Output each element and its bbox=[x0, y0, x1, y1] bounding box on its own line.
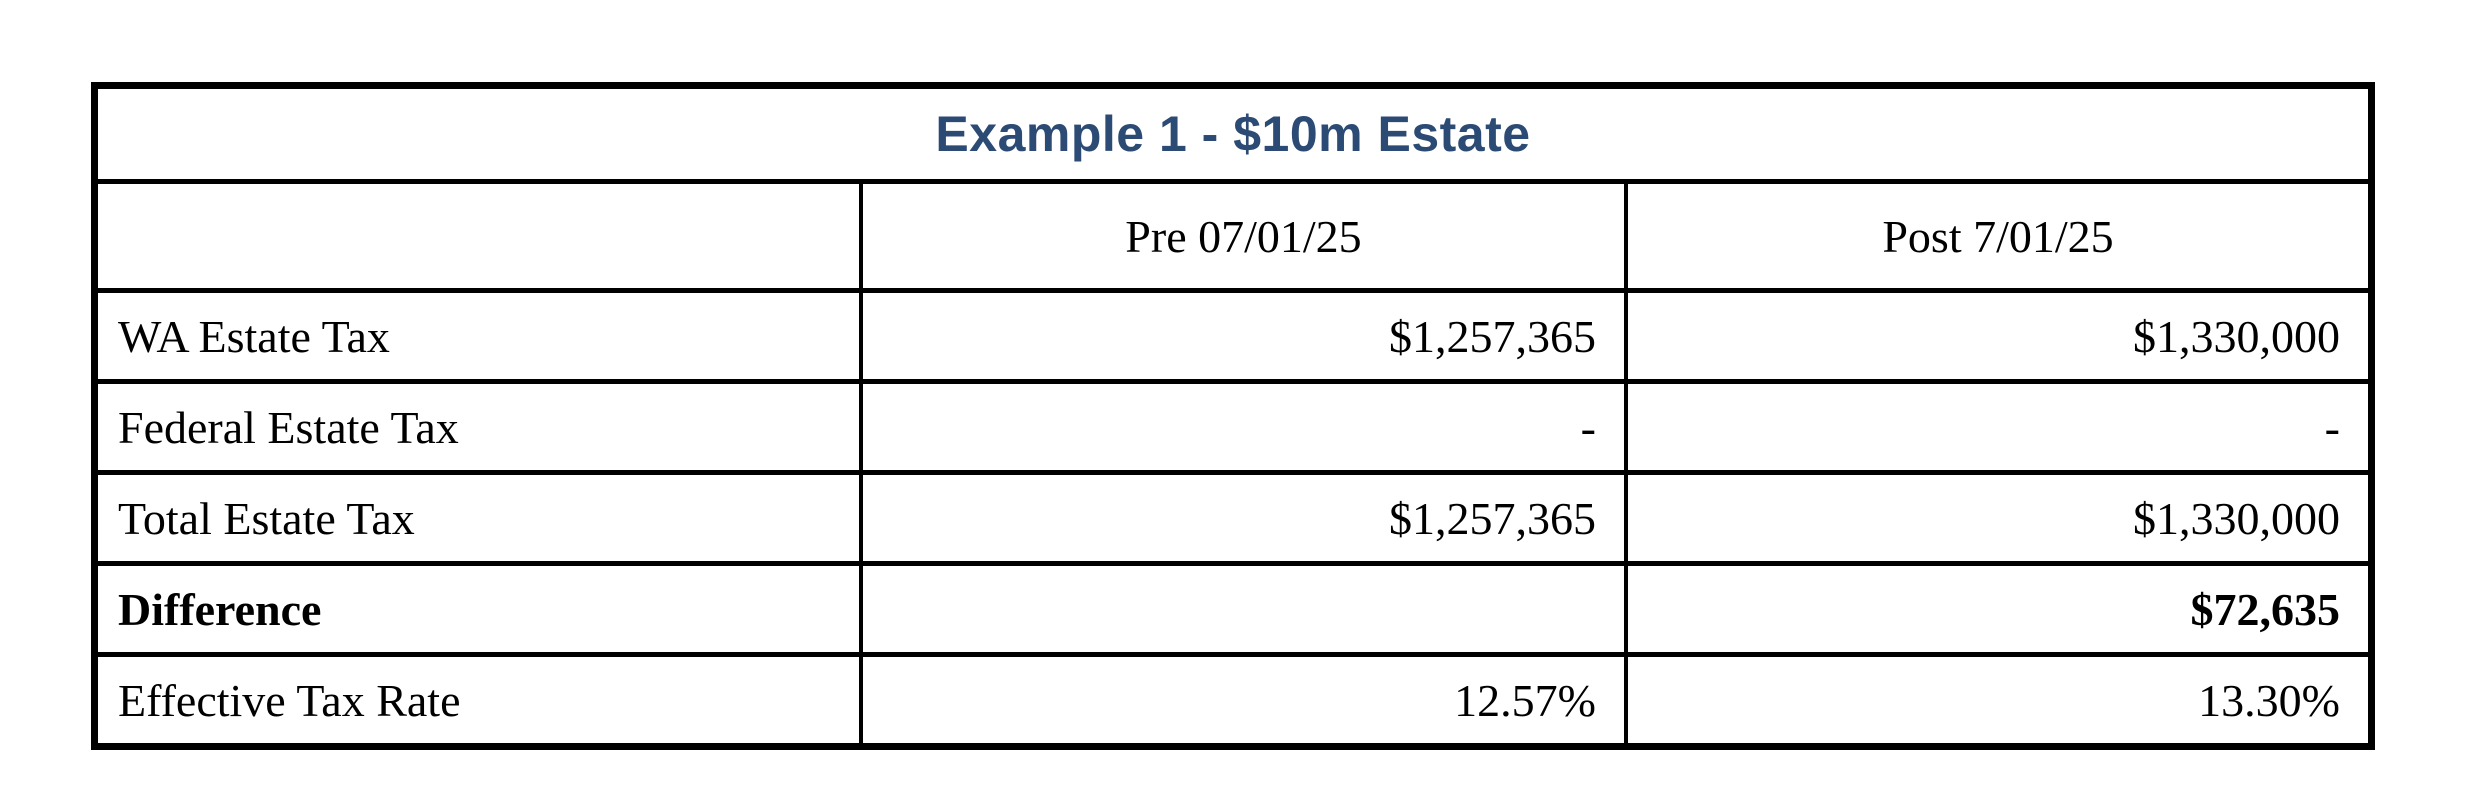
table-header-row: Pre 07/01/25 Post 7/01/25 bbox=[98, 179, 2368, 288]
row-label: Total Estate Tax bbox=[118, 492, 415, 544]
pre-value-cell: 12.57% bbox=[859, 657, 1624, 743]
post-value-cell: $72,635 bbox=[1624, 566, 2368, 652]
table-row-federal-estate-tax: Federal Estate Tax - - bbox=[98, 379, 2368, 470]
estate-comparison-table: Example 1 - $10m Estate Pre 07/01/25 Pos… bbox=[91, 82, 2375, 750]
table-row-total-estate-tax: Total Estate Tax $1,257,365 $1,330,000 bbox=[98, 470, 2368, 561]
post-value-cell: 13.30% bbox=[1624, 657, 2368, 743]
column-header-pre: Pre 07/01/25 bbox=[859, 184, 1624, 288]
table-title: Example 1 - $10m Estate bbox=[935, 106, 1531, 162]
table-row-difference: Difference $72,635 bbox=[98, 561, 2368, 652]
row-label: WA Estate Tax bbox=[118, 310, 390, 362]
table-row-effective-tax-rate: Effective Tax Rate 12.57% 13.30% bbox=[98, 652, 2368, 743]
pre-value-cell bbox=[859, 566, 1624, 652]
table-title-row: Example 1 - $10m Estate bbox=[98, 89, 2368, 179]
pre-value-cell: $1,257,365 bbox=[859, 475, 1624, 561]
post-value-cell: $1,330,000 bbox=[1624, 475, 2368, 561]
pre-value-cell: - bbox=[859, 384, 1624, 470]
pre-value-cell: $1,257,365 bbox=[859, 293, 1624, 379]
row-label: Effective Tax Rate bbox=[118, 674, 461, 726]
column-header-post: Post 7/01/25 bbox=[1624, 184, 2368, 288]
post-value-cell: - bbox=[1624, 384, 2368, 470]
post-value-cell: $1,330,000 bbox=[1624, 293, 2368, 379]
row-label: Difference bbox=[118, 583, 322, 635]
row-label: Federal Estate Tax bbox=[118, 401, 459, 453]
column-header-blank bbox=[98, 184, 859, 288]
table-row-wa-estate-tax: WA Estate Tax $1,257,365 $1,330,000 bbox=[98, 288, 2368, 379]
